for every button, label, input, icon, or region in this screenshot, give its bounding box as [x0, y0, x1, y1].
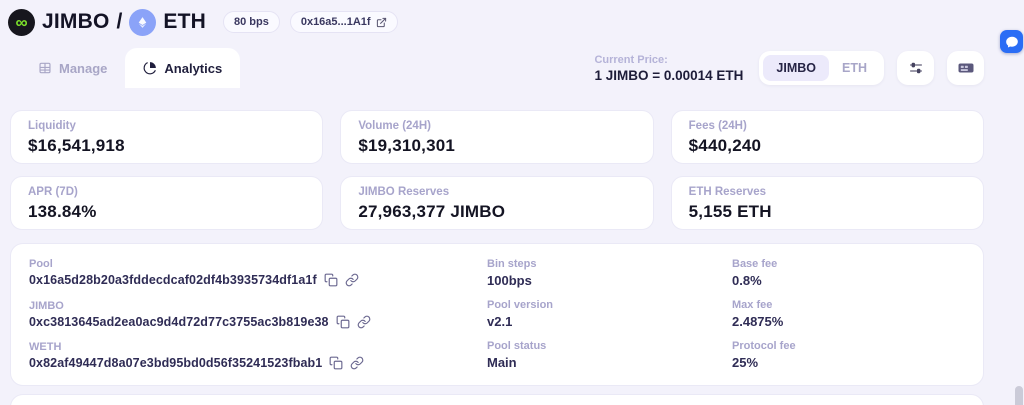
stat-value: 5,155 ETH [688, 202, 772, 221]
weth-address-value: 0x82af49447d8a07e3bd95bd0d56f35241523fba… [29, 356, 323, 370]
infinity-glyph: ∞ [15, 12, 28, 32]
copy-icon[interactable] [336, 315, 350, 329]
pool-details-panel: Pool 0x16a5d28b20a3fddecdcaf02df4b393573… [10, 243, 984, 386]
pool-address-field: Pool 0x16a5d28b20a3fddecdcaf02df4b393573… [29, 258, 487, 287]
stat-label: Volume (24H) [358, 120, 431, 132]
pool-version-field: Pool version v2.1 [487, 299, 732, 329]
stat-label: Fees (24H) [688, 120, 747, 132]
tab-manage-label: Manage [59, 60, 108, 76]
stat-value: 27,963,377 JIMBO [358, 202, 506, 221]
keyboard-icon [957, 60, 975, 76]
stat-label: JIMBO Reserves [358, 186, 450, 198]
external-link-icon[interactable] [376, 17, 387, 28]
next-section-panel [10, 394, 984, 405]
field-label: Pool status [487, 340, 547, 352]
field-label: Pool [29, 258, 53, 270]
token0-name: JIMBO [42, 10, 110, 33]
stat-card-liquidity: Liquidity $16,541,918 [10, 110, 324, 164]
fee-bps-badge: 80 bps [222, 11, 280, 33]
stat-value: 138.84% [28, 202, 97, 221]
field-label: WETH [29, 341, 62, 353]
field-label: Bin steps [487, 258, 537, 270]
stats-grid: Liquidity $16,541,918 Volume (24H) $19,3… [10, 110, 984, 230]
field-label: Max fee [732, 299, 773, 311]
tab-analytics-label: Analytics [164, 60, 223, 76]
current-price-label: Current Price: [594, 53, 668, 66]
field-label: Base fee [732, 258, 778, 270]
field-label: JIMBO [29, 299, 64, 312]
max-fee-value: 2.4875% [732, 314, 784, 329]
copy-icon[interactable] [324, 273, 338, 287]
bin-steps-field: Bin steps 100bps [487, 258, 732, 288]
max-fee-field: Max fee 2.4875% [732, 299, 965, 329]
chat-bubble-icon [1005, 35, 1019, 49]
stat-label: Liquidity [28, 120, 76, 132]
pair-header: ∞ JIMBO / ETH 80 bps 0x16a5...1A1f [8, 6, 398, 38]
field-label: Protocol fee [732, 340, 796, 352]
stat-value: $440,240 [688, 136, 762, 155]
pool-address-badge[interactable]: 0x16a5...1A1f [289, 11, 398, 33]
base-fee-value: 0.8% [732, 273, 762, 288]
pool-status-field: Pool status Main [487, 340, 732, 370]
stat-label: APR (7D) [28, 186, 78, 198]
tab-manage[interactable]: Manage [20, 48, 125, 88]
stat-card-jimbo-reserves: JIMBO Reserves 27,963,377 JIMBO [340, 176, 654, 230]
weth-address-field: WETH 0x82af49447d8a07e3bd95bd0d56f352415… [29, 341, 487, 370]
stat-label: ETH Reserves [688, 186, 767, 198]
pie-chart-icon [143, 61, 157, 75]
tab-analytics[interactable]: Analytics [125, 48, 241, 88]
current-price-value: 1 JIMBO = 0.00014 ETH [594, 67, 744, 83]
pool-version-value: v2.1 [487, 314, 513, 329]
bin-steps-value: 100bps [487, 273, 532, 288]
scrollbar-thumb[interactable] [1015, 386, 1023, 405]
jimbo-address-value: 0xc3813645ad2ea0ac9d4d72d77c3755ac3b819e… [29, 314, 329, 329]
link-icon[interactable] [357, 315, 371, 329]
base-fee-field: Base fee 0.8% [732, 258, 965, 288]
sliders-icon [908, 60, 924, 76]
field-label: Pool version [487, 299, 554, 311]
params-column: Bin steps 100bps Pool version v2.1 Pool … [487, 258, 732, 370]
addresses-column: Pool 0x16a5d28b20a3fddecdcaf02df4b393573… [29, 258, 487, 370]
token1-name: ETH [163, 10, 206, 33]
toggle-option-jimbo[interactable]: JIMBO [763, 55, 829, 81]
pool-address-value: 0x16a5d28b20a3fddecdcaf02df4b3935734df1a… [29, 273, 317, 287]
protocol-fee-value: 25% [732, 355, 759, 370]
protocol-fee-field: Protocol fee 25% [732, 340, 965, 370]
stat-card-eth-reserves: ETH Reserves 5,155 ETH [670, 176, 984, 230]
stat-card-fees: Fees (24H) $440,240 [670, 110, 984, 164]
stat-card-apr: APR (7D) 138.84% [10, 176, 324, 230]
jimbo-token-icon: ∞ [8, 8, 35, 36]
toggle-option-eth[interactable]: ETH [842, 61, 867, 75]
stat-value: $16,541,918 [28, 136, 125, 155]
pool-status-value: Main [487, 355, 517, 370]
stat-card-volume: Volume (24H) $19,310,301 [340, 110, 654, 164]
copy-icon[interactable] [329, 356, 343, 370]
link-icon[interactable] [350, 356, 364, 370]
stat-value: $19,310,301 [358, 136, 456, 155]
tabs: Manage Analytics [20, 48, 241, 88]
denomination-toggle: JIMBO ETH [759, 51, 884, 85]
keyboard-button[interactable] [947, 51, 984, 85]
pool-address-short: 0x16a5...1A1f [300, 16, 371, 28]
current-price: Current Price: 1 JIMBO = 0.00014 ETH [594, 54, 743, 83]
pair-separator: / [116, 10, 123, 33]
eth-token-icon [129, 8, 157, 36]
fees-column: Base fee 0.8% Max fee 2.4875% Protocol f… [732, 258, 965, 370]
chat-widget-button[interactable] [1000, 30, 1023, 53]
tab-bar: Manage Analytics Current Price: 1 JIMBO … [20, 48, 984, 88]
fee-bps-label: 80 bps [233, 16, 269, 28]
manage-icon [38, 61, 52, 75]
link-icon[interactable] [345, 273, 359, 287]
jimbo-address-field: JIMBO 0xc3813645ad2ea0ac9d4d72d77c3755ac… [29, 300, 487, 329]
settings-sliders-button[interactable] [897, 51, 934, 85]
header-controls: Current Price: 1 JIMBO = 0.00014 ETH JIM… [594, 51, 984, 85]
